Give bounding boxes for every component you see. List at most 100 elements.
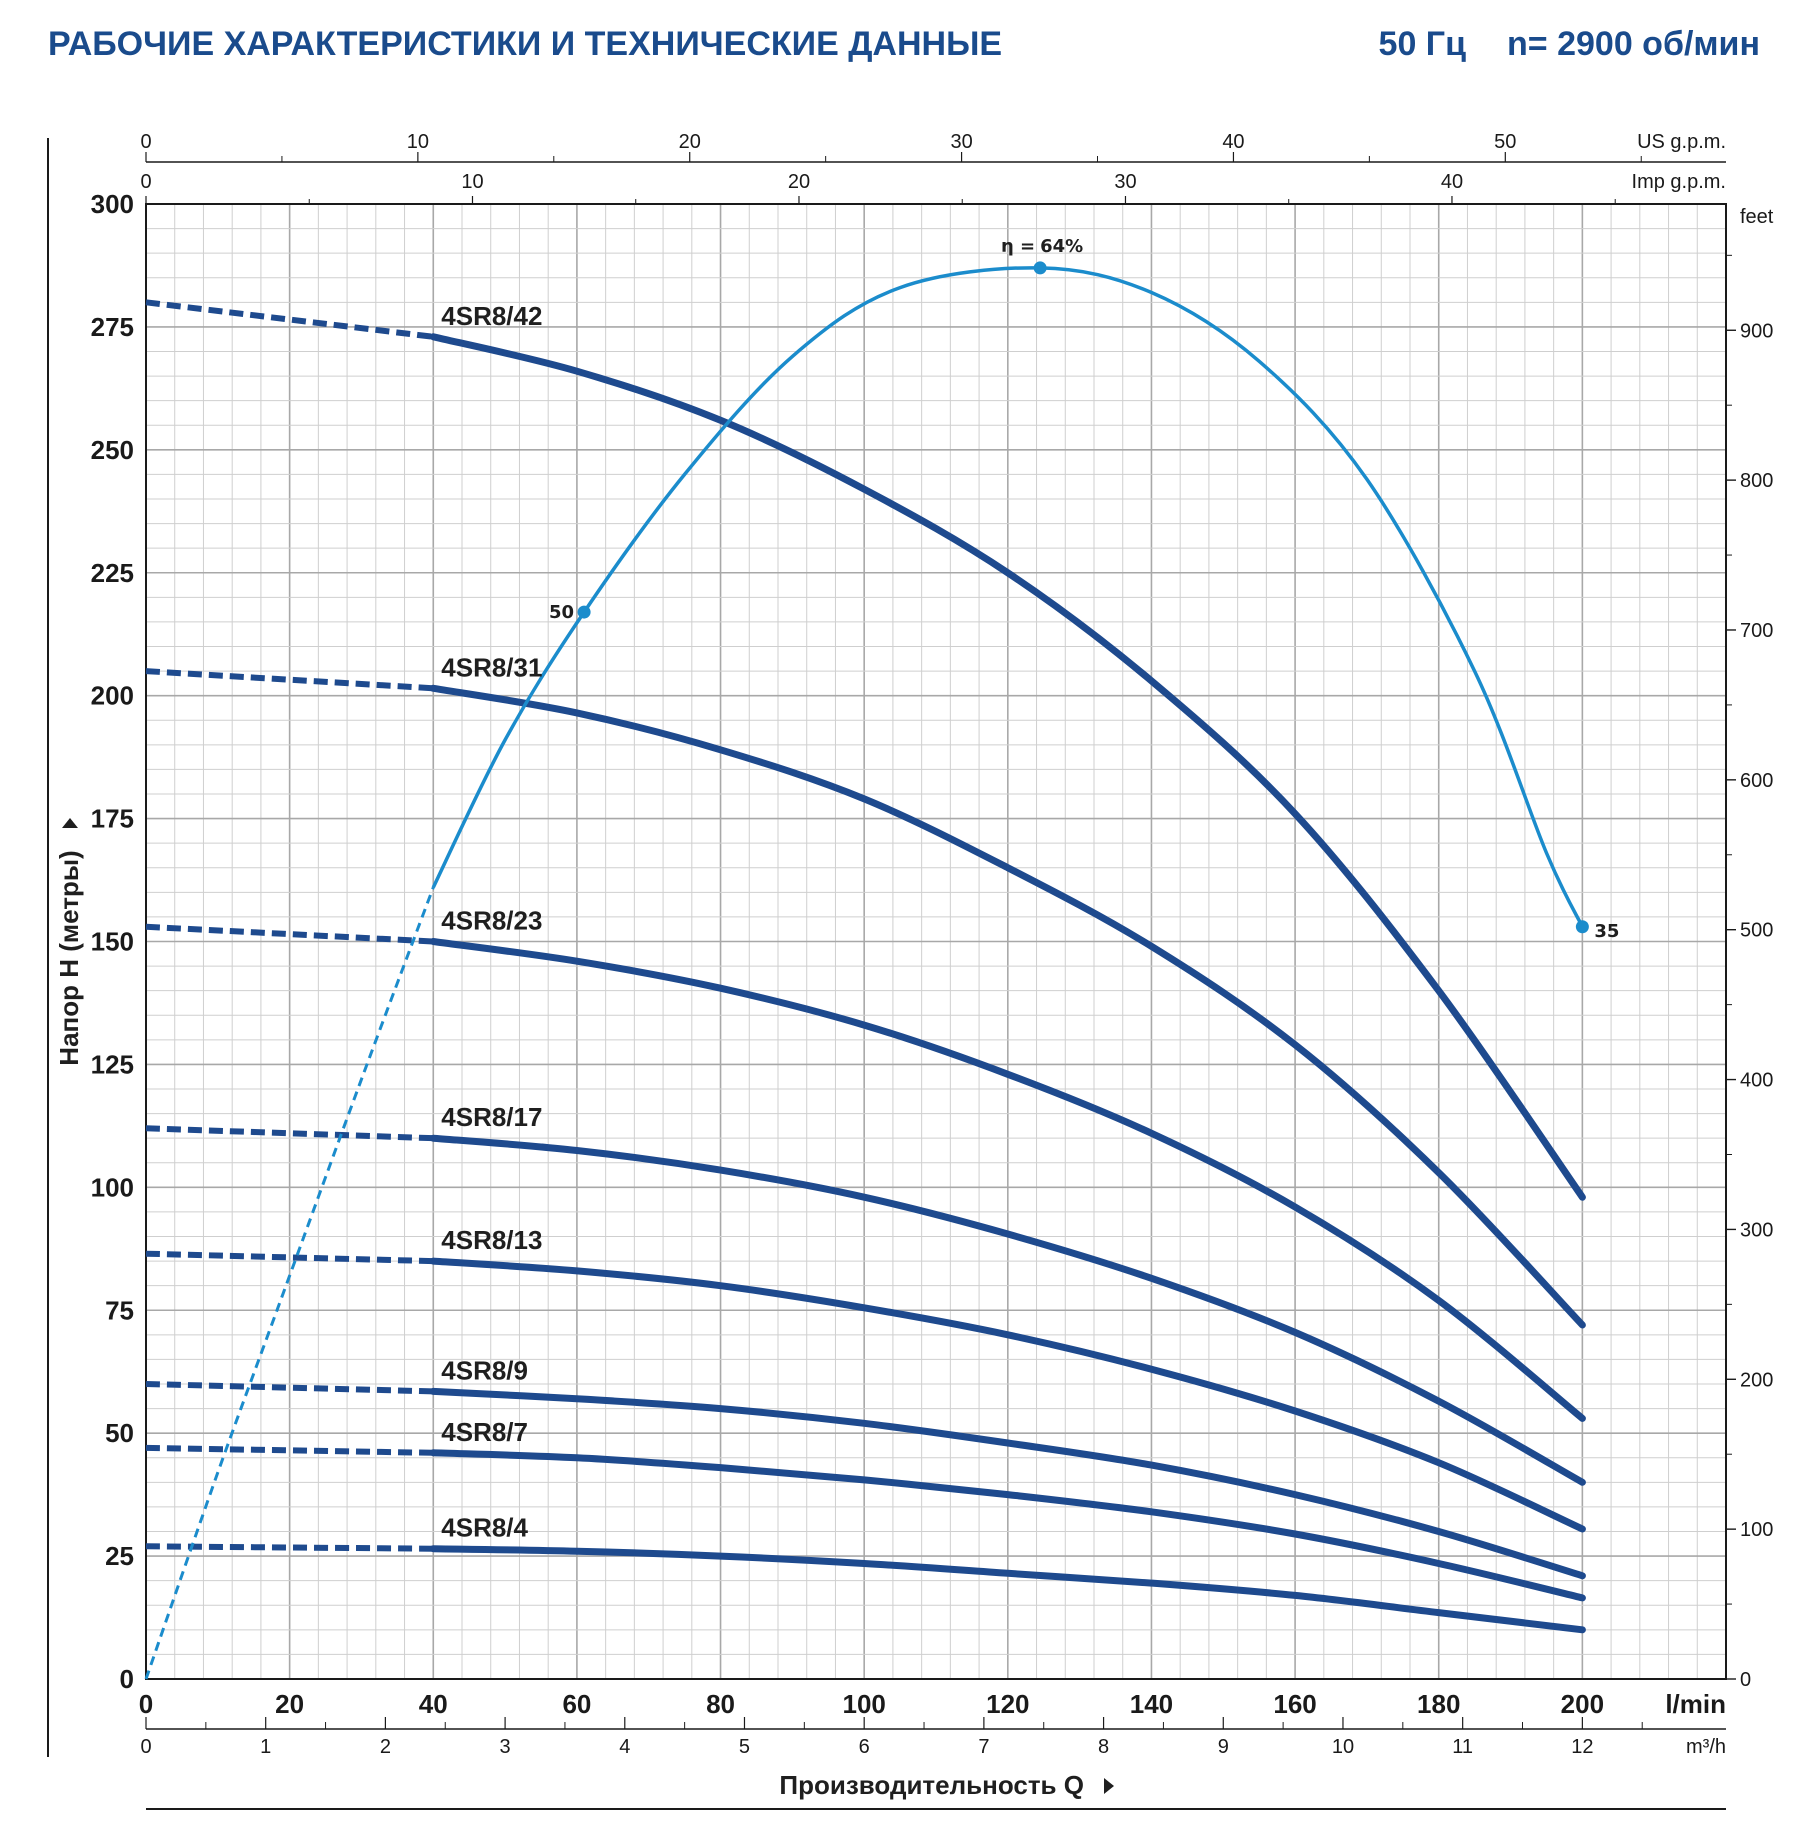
series-4sr8-4-label: 4SR8/4 [441,1513,528,1543]
efficiency-point-label: 50 [549,602,574,623]
series-4sr8-42-label: 4SR8/42 [441,301,542,331]
series-4sr8-42-line [429,333,1586,1201]
y-right-tick-label: 900 [1740,320,1773,342]
frequency-label: 50 Гц [1379,25,1467,63]
m3h-tick-label: 8 [1098,1736,1109,1758]
imp-gpm-tick-label: 40 [1441,171,1463,193]
x-tick-label: 0 [139,1689,153,1719]
plot-frame [145,203,1727,1680]
x-axis-arrow-icon [1104,1778,1114,1794]
y-right-tick-label: 400 [1740,1070,1773,1092]
y-axis-arrow-icon [62,818,78,828]
y-axis-title: Напор H (метры) [54,850,84,1065]
speed-label: n= 2900 об/мин [1507,25,1760,63]
m3h-tick-label: 3 [500,1736,511,1758]
y-right-tick-label: 800 [1740,470,1773,492]
series-4sr8-7-label: 4SR8/7 [441,1417,528,1447]
series-4sr8-13-label: 4SR8/13 [441,1225,542,1255]
x-tick-label: 160 [1273,1689,1316,1719]
m3h-tick-label: 2 [380,1736,391,1758]
series-4sr8-9-dashed-line [145,1381,434,1395]
imp-gpm-tick-label: 10 [461,171,483,193]
imp-gpm-tick-label: 20 [788,171,810,193]
series-4sr8-23-line [429,938,1586,1422]
m3h-tick-label: 11 [1452,1736,1473,1758]
m3h-tick-label: 10 [1332,1736,1354,1758]
y-right-tick-label: 200 [1740,1369,1773,1391]
x-axis-title: Производительность Q [779,1770,1084,1800]
y-tick-label: 225 [91,558,134,588]
y-right-tick-label: 0 [1740,1669,1751,1691]
series-4sr8-42-dashed-line [145,299,434,340]
efficiency-point [577,605,591,619]
m3h-tick-label: 9 [1218,1736,1229,1758]
x-tick-label: 60 [562,1689,591,1719]
y-tick-label: 0 [120,1664,134,1694]
x-tick-label: 40 [419,1689,448,1719]
x-unit-label: l/min [1665,1689,1726,1719]
axes: 0255075100125150175200225250275300010020… [47,131,1774,1810]
us-gpm-tick-label: 10 [407,131,429,153]
us-gpm-unit-label: US g.p.m. [1637,131,1726,153]
y-tick-label: 125 [91,1049,134,1079]
imp-gpm-tick-label: 30 [1114,171,1136,193]
imp-gpm-unit-label: Imp g.p.m. [1632,171,1726,193]
m3h-tick-label: 12 [1571,1736,1593,1758]
y-tick-label: 275 [91,312,134,342]
y-tick-label: 250 [91,435,134,465]
y-right-tick-label: 300 [1740,1219,1773,1241]
x-tick-label: 80 [706,1689,735,1719]
y-tick-label: 175 [91,804,134,834]
series-4sr8-17-label: 4SR8/17 [441,1102,542,1132]
m3h-tick-label: 4 [619,1736,630,1758]
y-tick-label: 100 [91,1172,134,1202]
us-gpm-tick-label: 30 [950,131,972,153]
series-4sr8-31-line [429,684,1586,1329]
x-tick-label: 100 [842,1689,885,1719]
series-4sr8-9-label: 4SR8/9 [441,1355,528,1385]
y-tick-label: 300 [91,189,134,219]
series-4sr8-23-dashed-line [145,923,434,945]
x-tick-label: 140 [1130,1689,1173,1719]
series-4sr8-13-line [429,1257,1586,1533]
y-right-tick-label: 100 [1740,1519,1773,1541]
page-title: РАБОЧИЕ ХАРАКТЕРИСТИКИ И ТЕХНИЧЕСКИЕ ДАН… [48,25,1002,63]
series-layer [145,299,1586,1634]
y-tick-label: 75 [105,1295,134,1325]
series-4sr8-31-dashed-line [145,668,434,692]
efficiency-point-label: 64% [1040,236,1083,257]
efficiency-point-label: 35 [1594,921,1619,942]
series-4sr8-9-line [429,1387,1586,1580]
m3h-unit-label: m³/h [1686,1736,1726,1758]
us-gpm-tick-label: 20 [679,131,701,153]
us-gpm-tick-label: 0 [140,131,151,153]
series-4sr8-4-line [429,1545,1586,1634]
series-4sr8-4-dashed-line [145,1543,434,1552]
labels-layer: 4SR8/42 4SR8/31 4SR8/23 4SR8/17 4SR8/13 4SR8/… [441,236,1619,1543]
series-4sr8-31-label: 4SR8/31 [441,652,542,682]
series-4sr8-17-line [429,1134,1586,1486]
m3h-tick-label: 6 [859,1736,870,1758]
y-right-tick-label: 700 [1740,620,1773,642]
m3h-tick-label: 1 [260,1736,271,1758]
y-right-unit-label: feet [1740,206,1774,228]
efficiency-point [1033,261,1047,275]
us-gpm-tick-label: 50 [1494,131,1516,153]
y-tick-label: 50 [105,1418,134,1448]
y-right-tick-label: 500 [1740,920,1773,942]
efficiency-point [1575,920,1589,934]
y-tick-label: 25 [105,1541,134,1571]
y-right-tick-label: 600 [1740,770,1773,792]
efficiency-prefix-label: η = [1001,236,1035,257]
efficiency-layer [144,261,1589,1680]
y-tick-label: 200 [91,681,134,711]
x-tick-label: 20 [275,1689,304,1719]
series-4sr8-17-dashed-line [145,1125,434,1142]
efficiency-dashed-line [144,886,435,1680]
series-4sr8-7-dashed-line [145,1444,434,1456]
imp-gpm-tick-label: 0 [140,171,151,193]
x-tick-label: 120 [986,1689,1029,1719]
m3h-tick-label: 7 [978,1736,989,1758]
x-tick-label: 200 [1561,1689,1604,1719]
